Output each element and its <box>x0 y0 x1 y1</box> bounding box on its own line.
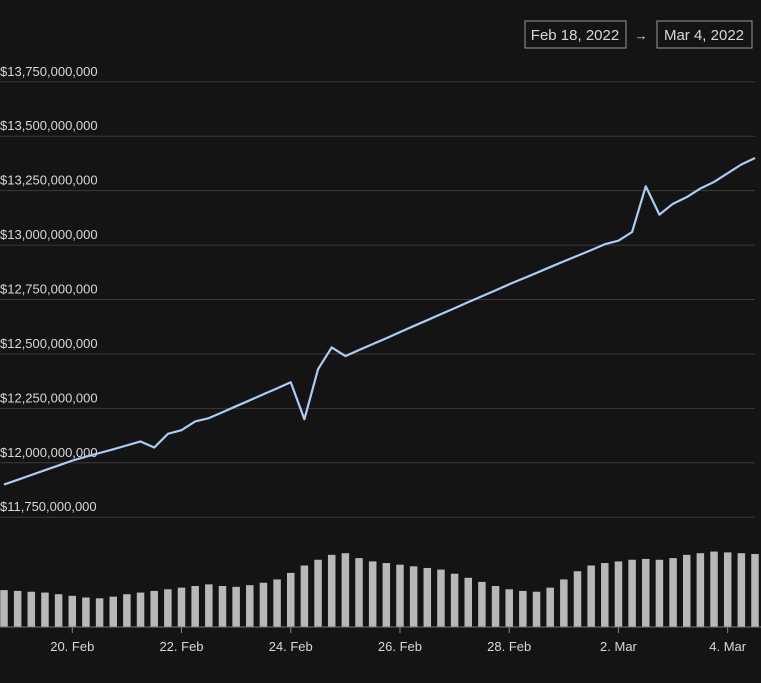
volume-bar <box>682 554 691 627</box>
x-tick-label: 2. Mar <box>600 639 638 654</box>
y-tick-label: $13,250,000,000 <box>0 173 98 188</box>
volume-bar <box>273 579 281 627</box>
x-tick-label: 4. Mar <box>709 639 747 654</box>
volume-bar <box>300 565 309 627</box>
volume-bar <box>286 572 295 627</box>
volume-bar <box>123 594 131 627</box>
volume-bar <box>423 567 432 627</box>
volume-bar <box>642 558 650 627</box>
x-tick-label: 20. Feb <box>50 639 94 654</box>
price-line <box>3 156 756 486</box>
x-tick-label: 28. Feb <box>487 639 531 654</box>
volume-bar <box>82 597 90 627</box>
volume-bar <box>396 564 404 627</box>
volume-bar <box>41 592 49 627</box>
y-tick-label: $13,750,000,000 <box>0 64 98 79</box>
volume-bar <box>532 591 541 627</box>
y-tick-label: $13,500,000,000 <box>0 118 98 133</box>
volume-bar <box>327 554 336 627</box>
volume-bar <box>491 586 500 627</box>
date-to[interactable]: Mar 4, 2022 <box>664 27 744 44</box>
date-from[interactable]: Feb 18, 2022 <box>531 27 619 44</box>
volume-bar <box>669 558 677 627</box>
volume-bar <box>505 589 513 627</box>
volume-bar <box>341 553 350 627</box>
y-tick-label: $12,250,000,000 <box>0 390 98 405</box>
volume-bar <box>109 596 117 627</box>
volume-bar <box>519 590 527 627</box>
y-tick-label: $13,000,000,000 <box>0 227 98 242</box>
volume-bar <box>655 559 664 627</box>
volume-bar <box>164 589 172 627</box>
date-arrow: → <box>635 28 648 43</box>
volume-bar <box>95 598 104 627</box>
volume-bar <box>723 552 732 627</box>
x-tick-label: 24. Feb <box>269 639 313 654</box>
volume-bar <box>710 551 718 627</box>
volume-bar <box>737 553 746 627</box>
volume-bar <box>314 559 322 627</box>
volume-bar <box>0 590 8 627</box>
volume-bar <box>464 577 473 627</box>
y-tick-label: $11,750,000,000 <box>0 499 97 514</box>
volume-bar <box>478 581 486 627</box>
y-tick-label: $12,500,000,000 <box>0 336 98 351</box>
volume-bar <box>368 561 377 627</box>
volume-bar <box>27 591 36 627</box>
volume-bar <box>560 579 568 627</box>
volume-bar <box>150 590 158 627</box>
volume-bar <box>628 559 636 627</box>
volume-bar <box>205 584 213 627</box>
volume-bar <box>573 571 582 627</box>
volume-bar <box>546 587 554 627</box>
volume-bar <box>218 586 227 627</box>
y-tick-label: $12,000,000,000 <box>0 445 98 460</box>
x-tick-label: 26. Feb <box>378 639 422 654</box>
volume-bar <box>355 558 363 627</box>
volume-bar <box>191 586 199 627</box>
volume-bar <box>450 573 459 627</box>
volume-bar <box>751 554 759 627</box>
volume-bar <box>232 586 240 627</box>
volume-bar <box>614 561 623 627</box>
date-from-box[interactable] <box>524 20 627 49</box>
x-tick-label: 22. Feb <box>159 639 203 654</box>
volume-bar <box>68 595 77 627</box>
volume-bar <box>601 563 609 627</box>
volume-bar <box>246 585 254 627</box>
volume-bar <box>587 565 595 627</box>
date-to-box[interactable] <box>656 20 753 49</box>
volume-bar <box>259 582 268 627</box>
volume-bar <box>54 594 63 627</box>
volume-bar <box>696 553 705 627</box>
volume-bar <box>177 587 186 627</box>
volume-bar <box>13 590 22 627</box>
volume-bar <box>382 563 391 627</box>
volume-bar <box>409 566 418 627</box>
y-tick-label: $12,750,000,000 <box>0 282 98 297</box>
volume-bar <box>136 592 145 627</box>
volume-bar <box>437 569 445 627</box>
